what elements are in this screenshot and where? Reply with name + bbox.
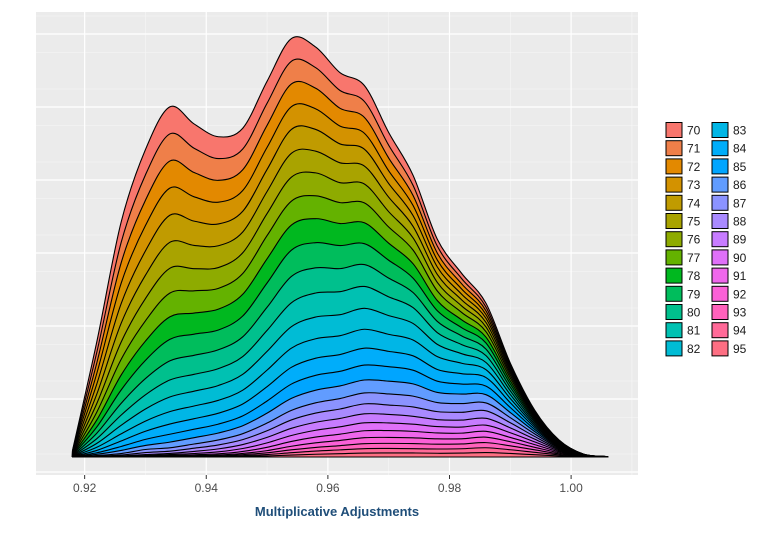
legend-key-82 — [665, 340, 683, 357]
legend-key-87 — [711, 194, 729, 211]
legend-label-87: 87 — [733, 196, 747, 210]
legend-key-74 — [665, 194, 683, 211]
legend-key-91 — [711, 267, 729, 284]
legend-label-80: 80 — [687, 306, 701, 320]
legend-label-73: 73 — [687, 178, 701, 192]
legend-key-84 — [711, 140, 729, 157]
legend-label-91: 91 — [733, 269, 747, 283]
legend-label-72: 72 — [687, 160, 701, 174]
legend-key-89 — [711, 231, 729, 248]
x-tick-label: 1.00 — [559, 481, 583, 495]
legend-key-79 — [665, 285, 683, 302]
legend-key-76 — [665, 231, 683, 248]
legend-label-90: 90 — [733, 251, 747, 265]
legend-label-83: 83 — [733, 124, 747, 138]
legend-label-94: 94 — [733, 324, 747, 338]
x-axis-title: Multiplicative Adjustments — [255, 504, 419, 519]
legend-label-89: 89 — [733, 233, 747, 247]
legend-key-90 — [711, 249, 729, 266]
legend-label-92: 92 — [733, 287, 747, 301]
x-axis: 0.92 0.94 0.96 0.98 1.00 — [73, 475, 583, 495]
legend-label-76: 76 — [687, 233, 701, 247]
legend-label-77: 77 — [687, 251, 701, 265]
x-tick-label: 0.92 — [73, 481, 97, 495]
legend-key-70 — [665, 122, 683, 138]
legend: 70 71 72 73 74 75 76 77 78 79 80 81 82 83 84 85 86 87 88 89… — [665, 122, 747, 357]
x-tick-label: 0.94 — [195, 481, 219, 495]
legend-label-71: 71 — [687, 142, 701, 156]
legend-key-80 — [665, 304, 683, 320]
legend-label-79: 79 — [687, 287, 701, 301]
legend-key-88 — [711, 213, 729, 229]
x-tick-label: 0.96 — [316, 481, 340, 495]
legend-key-75 — [665, 213, 683, 229]
legend-label-74: 74 — [687, 196, 701, 210]
legend-key-92 — [711, 285, 729, 302]
legend-key-85 — [711, 158, 729, 175]
legend-label-88: 88 — [733, 215, 747, 229]
legend-label-82: 82 — [687, 342, 701, 356]
legend-key-78 — [665, 267, 683, 284]
legend-label-85: 85 — [733, 160, 747, 174]
legend-key-71 — [665, 140, 683, 157]
legend-key-72 — [665, 158, 683, 175]
legend-label-93: 93 — [733, 306, 747, 320]
legend-label-86: 86 — [733, 178, 747, 192]
legend-key-73 — [665, 176, 683, 193]
legend-key-86 — [711, 176, 729, 193]
legend-key-93 — [711, 304, 729, 320]
legend-key-77 — [665, 249, 683, 266]
legend-key-95 — [711, 340, 729, 357]
x-tick-label: 0.98 — [438, 481, 462, 495]
legend-label-84: 84 — [733, 142, 747, 156]
stacked-areas — [71, 36, 609, 458]
legend-label-81: 81 — [687, 324, 701, 338]
legend-label-95: 95 — [733, 342, 747, 356]
legend-label-70: 70 — [687, 124, 701, 138]
legend-key-83 — [711, 122, 729, 138]
legend-key-94 — [711, 322, 729, 339]
legend-label-75: 75 — [687, 215, 701, 229]
legend-label-78: 78 — [687, 269, 701, 283]
area-series-95 — [71, 451, 609, 458]
legend-key-81 — [665, 322, 683, 339]
